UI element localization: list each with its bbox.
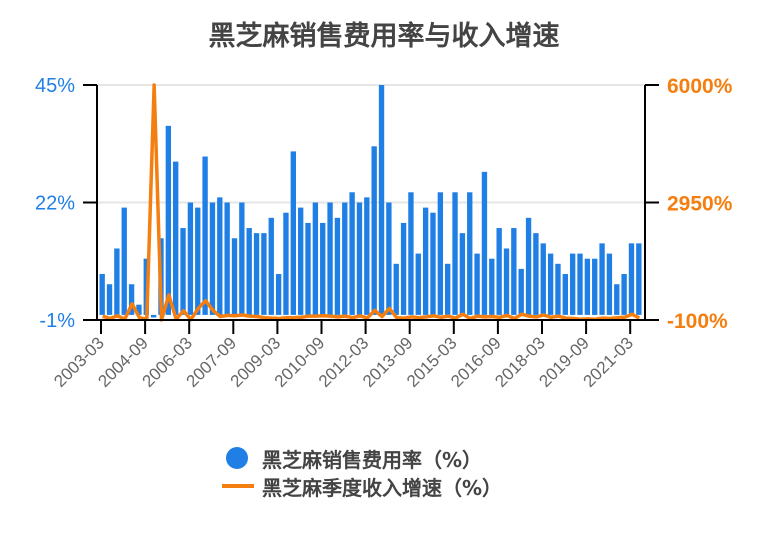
- bar: [290, 151, 296, 315]
- bar: [533, 233, 539, 315]
- bar: [489, 258, 495, 315]
- bar: [584, 258, 591, 315]
- bar: [430, 212, 436, 315]
- right-tick-label: -100%: [667, 310, 728, 333]
- bar: [503, 248, 510, 315]
- bar: [150, 314, 157, 318]
- bar: [121, 207, 127, 315]
- bar: [283, 212, 289, 315]
- bar: [393, 263, 399, 315]
- bar: [342, 202, 348, 315]
- left-tick-label: 45%: [35, 75, 75, 97]
- left-tick-label: -1%: [39, 310, 75, 332]
- bar: [356, 202, 363, 315]
- bar: [209, 202, 216, 315]
- bar: [400, 222, 407, 315]
- bar: [106, 284, 113, 315]
- bar: [275, 274, 282, 315]
- bar: [467, 192, 473, 315]
- bar: [99, 274, 105, 315]
- legend-item-line[interactable]: 黑芝麻季度收入增速（%）: [222, 472, 502, 500]
- bar: [378, 85, 385, 315]
- bar: [312, 202, 319, 315]
- right-tick-label: 6000%: [667, 75, 733, 98]
- bar: [408, 192, 414, 315]
- bar: [187, 202, 194, 315]
- bar: [437, 192, 444, 315]
- bar: [459, 233, 466, 315]
- bar: [334, 217, 341, 315]
- legend-line-icon: [222, 484, 254, 488]
- bar: [422, 207, 429, 315]
- bar: [636, 243, 642, 315]
- right-tick-label: 2950%: [667, 193, 733, 216]
- bar: [569, 253, 576, 315]
- bar: [599, 243, 605, 315]
- bar: [525, 217, 532, 315]
- bar: [445, 263, 451, 315]
- bar: [246, 228, 252, 315]
- chart-title: 黑芝麻销售费用率与收入增速: [208, 21, 560, 52]
- bar: [364, 197, 370, 315]
- bar: [614, 284, 620, 315]
- bar: [261, 233, 267, 315]
- bar: [606, 253, 613, 315]
- legend-item-bar[interactable]: 黑芝麻销售费用率（%）: [222, 444, 502, 472]
- left-tick-label: 22%: [35, 193, 75, 215]
- bar: [452, 192, 458, 315]
- bar: [231, 238, 238, 315]
- bar: [474, 253, 480, 315]
- bar: [496, 228, 502, 315]
- bar: [224, 202, 230, 315]
- bar: [173, 161, 179, 315]
- bar: [555, 263, 561, 315]
- bar: [481, 171, 488, 315]
- bar: [136, 304, 142, 315]
- bar: [349, 192, 355, 315]
- bar: [305, 222, 311, 315]
- revenue-growth-line: [102, 83, 641, 322]
- bar: [621, 274, 627, 315]
- legend: 黑芝麻销售费用率（%） 黑芝麻季度收入增速（%）: [222, 444, 502, 500]
- bar: [202, 156, 208, 315]
- bar: [128, 284, 135, 315]
- bar: [628, 243, 635, 315]
- bar: [114, 248, 120, 315]
- bar: [165, 125, 172, 315]
- bar: [217, 197, 223, 315]
- bar: [371, 146, 377, 315]
- bar: [239, 202, 245, 315]
- bar: [253, 233, 260, 315]
- bar: [386, 202, 392, 315]
- bar: [297, 207, 304, 315]
- bar: [180, 228, 186, 315]
- bar: [518, 268, 524, 315]
- legend-dot-icon: [226, 447, 248, 469]
- legend-label-line: 黑芝麻季度收入增速（%）: [262, 475, 503, 500]
- bar: [415, 253, 421, 315]
- bar: [511, 228, 517, 315]
- bar: [562, 274, 568, 315]
- bar: [327, 202, 333, 315]
- bar: [577, 253, 583, 315]
- bar: [195, 207, 201, 315]
- bar: [540, 243, 546, 315]
- bar: [592, 258, 598, 315]
- bar: [547, 253, 554, 315]
- bar: [320, 222, 326, 315]
- legend-label-bar: 黑芝麻销售费用率（%）: [262, 447, 483, 472]
- bar: [268, 217, 274, 315]
